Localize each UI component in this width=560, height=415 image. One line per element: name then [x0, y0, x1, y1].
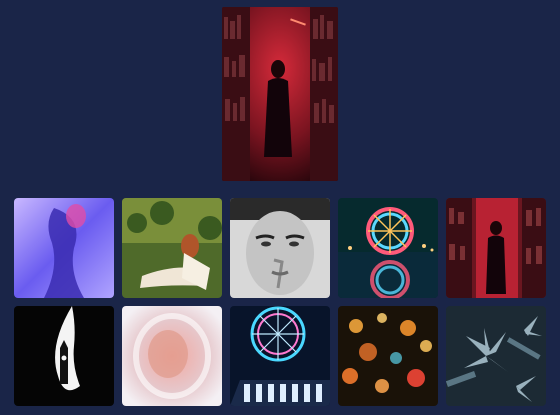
thumbnail-5[interactable]: [446, 198, 546, 298]
thumbnail-3[interactable]: [230, 198, 330, 298]
thumbnail-6[interactable]: [14, 306, 114, 406]
thumbnail-10[interactable]: [446, 306, 546, 406]
thumbnail-1[interactable]: [14, 198, 114, 298]
thumbnail-9[interactable]: [338, 306, 438, 406]
thumbnail-7[interactable]: [122, 306, 222, 406]
preview-image: [222, 7, 338, 181]
thumbnail-8[interactable]: [230, 306, 330, 406]
thumbnail-2[interactable]: [122, 198, 222, 298]
thumbnail-4[interactable]: [338, 198, 438, 298]
